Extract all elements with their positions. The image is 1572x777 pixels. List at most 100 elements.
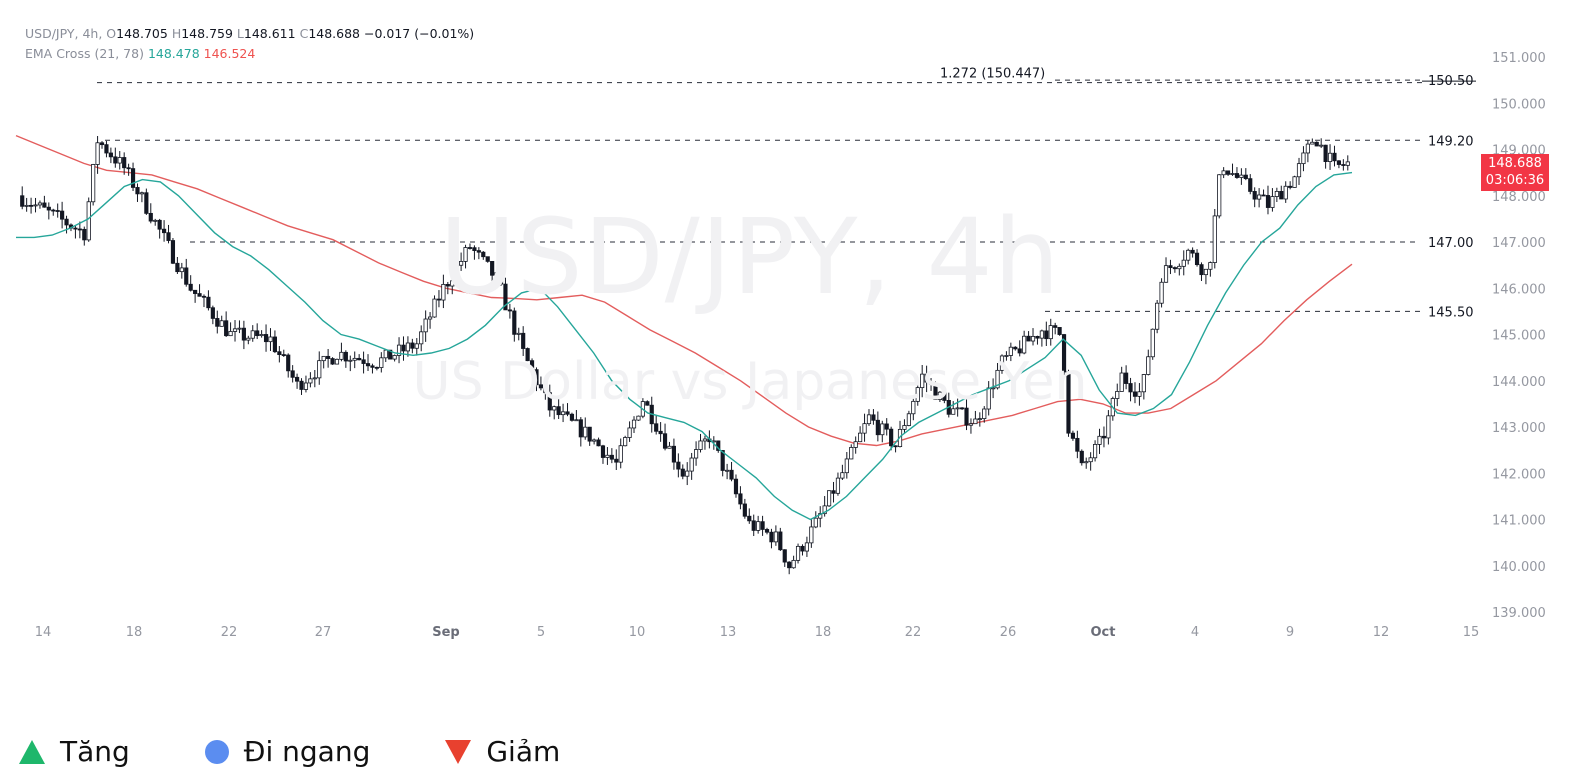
candle-body bbox=[1332, 152, 1337, 162]
candle-body bbox=[543, 387, 548, 394]
candle-body bbox=[1336, 160, 1342, 165]
candle-body bbox=[1181, 259, 1186, 267]
candle-body bbox=[1283, 185, 1288, 200]
legend-item-down: Giảm bbox=[444, 735, 560, 768]
high-value: 148.759 bbox=[181, 26, 233, 41]
candle-body bbox=[210, 307, 215, 319]
candle-body bbox=[1057, 327, 1062, 335]
candle-body bbox=[973, 418, 978, 425]
candle-body bbox=[906, 413, 911, 426]
candle-body bbox=[1159, 281, 1164, 304]
candle-body bbox=[849, 447, 854, 460]
candle-body bbox=[1075, 437, 1080, 452]
bar-countdown: 03:06:36 bbox=[1485, 173, 1545, 188]
y-tick-label: 146.000 bbox=[1492, 282, 1546, 297]
candle-body bbox=[773, 531, 778, 543]
candle-body bbox=[232, 328, 238, 332]
candle-body bbox=[1039, 330, 1044, 339]
candle-body bbox=[126, 167, 131, 170]
candle-body bbox=[795, 545, 801, 561]
candle-body bbox=[738, 493, 743, 505]
candle-body bbox=[667, 445, 672, 449]
candle-body bbox=[343, 351, 348, 362]
x-tick-label: 5 bbox=[537, 625, 545, 640]
x-tick-label: 4 bbox=[1191, 625, 1199, 640]
x-tick-label: Oct bbox=[1091, 625, 1116, 640]
symbol-label: USD/JPY, 4h, bbox=[25, 26, 103, 41]
candle-body bbox=[1017, 348, 1022, 354]
candle-body bbox=[490, 260, 495, 276]
candle-body bbox=[379, 357, 384, 368]
candle-body bbox=[1079, 450, 1084, 464]
candle-body bbox=[64, 218, 69, 226]
candle-body bbox=[339, 351, 344, 360]
candle-body bbox=[463, 247, 468, 262]
candle-body bbox=[1239, 174, 1244, 178]
ohlc-header: USD/JPY, 4h, O148.705 H148.759 L148.611 … bbox=[25, 26, 475, 41]
candle-body bbox=[405, 342, 411, 352]
candle-body bbox=[858, 432, 863, 443]
x-tick-label: 12 bbox=[1373, 625, 1390, 640]
candle-body bbox=[1115, 391, 1120, 399]
candle-body bbox=[1190, 249, 1195, 254]
candle-body bbox=[148, 212, 153, 222]
candle-body bbox=[933, 384, 938, 400]
candle-body bbox=[161, 228, 167, 234]
candle-body bbox=[1008, 346, 1013, 356]
indicator-header[interactable]: EMA Cross (21, 78) 148.478 146.524 bbox=[25, 46, 255, 61]
candle-body bbox=[33, 204, 38, 207]
candle-body bbox=[720, 450, 725, 471]
candle-body bbox=[645, 401, 650, 406]
legend-label-sideways: Đi ngang bbox=[243, 735, 371, 768]
candle-body bbox=[206, 296, 211, 309]
candle-body bbox=[1004, 355, 1009, 357]
candle-body bbox=[82, 228, 87, 241]
candle-body bbox=[51, 209, 56, 212]
candle-body bbox=[729, 469, 734, 480]
candle-body bbox=[760, 521, 765, 530]
candle-body bbox=[995, 369, 1000, 389]
candle-body bbox=[1088, 457, 1093, 463]
candle-body bbox=[884, 423, 889, 430]
candle-body bbox=[529, 360, 535, 371]
candle-body bbox=[246, 337, 251, 341]
candle-body bbox=[117, 157, 122, 164]
candle-body bbox=[778, 531, 783, 551]
candle-body bbox=[498, 272, 504, 285]
candle-body bbox=[1163, 265, 1169, 283]
candle-body bbox=[1274, 191, 1279, 197]
x-tick-label: 22 bbox=[905, 625, 922, 640]
candle-body bbox=[928, 381, 934, 385]
candle-body bbox=[357, 357, 362, 361]
candle-body bbox=[1345, 161, 1350, 166]
ema-fast-line bbox=[16, 171, 1353, 521]
candle-body bbox=[698, 440, 703, 450]
low-value: 148.611 bbox=[243, 26, 296, 41]
candle-body bbox=[693, 449, 699, 459]
candle-body bbox=[423, 318, 428, 333]
candle-body bbox=[1292, 176, 1297, 188]
candle-body bbox=[631, 419, 637, 429]
candle-body bbox=[1061, 334, 1067, 373]
candle-body bbox=[250, 330, 255, 339]
candle-body bbox=[618, 445, 623, 463]
candle-body bbox=[627, 427, 632, 438]
candle-body bbox=[184, 267, 189, 285]
candle-body bbox=[268, 336, 273, 343]
candle-body bbox=[326, 355, 331, 359]
candle-body bbox=[122, 157, 127, 169]
candle-body bbox=[835, 477, 841, 494]
y-tick-label: 140.000 bbox=[1492, 560, 1546, 575]
candle-body bbox=[419, 331, 424, 345]
candle-body bbox=[1208, 262, 1213, 270]
candle-body bbox=[1128, 383, 1133, 393]
candle-body bbox=[583, 426, 588, 438]
candle-body bbox=[37, 202, 43, 206]
triangle-up-icon bbox=[19, 739, 45, 764]
candle-body bbox=[756, 521, 761, 531]
candle-body bbox=[370, 365, 375, 368]
candle-body bbox=[1186, 249, 1191, 261]
y-tick-label: 151.000 bbox=[1492, 51, 1546, 66]
candle-body bbox=[605, 454, 610, 458]
